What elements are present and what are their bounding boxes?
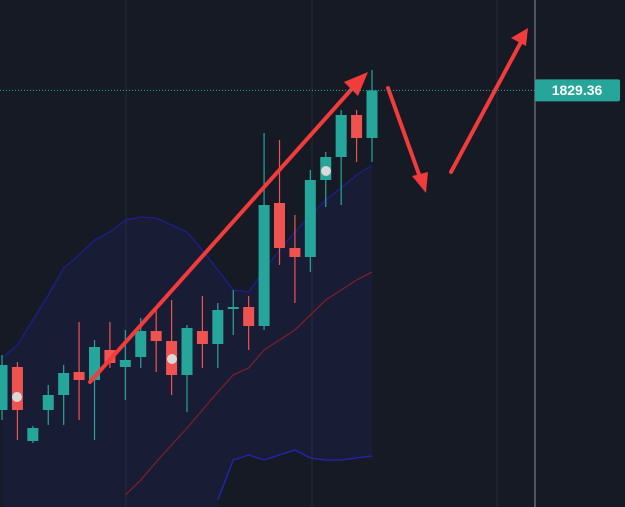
candle-body bbox=[227, 307, 239, 309]
band-line bbox=[124, 271, 373, 496]
marker bbox=[167, 354, 177, 364]
arrow-line bbox=[88, 80, 360, 384]
marker bbox=[321, 166, 331, 176]
arrow-line bbox=[386, 86, 423, 182]
candle-body bbox=[104, 350, 116, 363]
candle-body bbox=[181, 328, 193, 375]
price-line-group: 1829.36 bbox=[0, 79, 620, 102]
candle-body bbox=[58, 373, 70, 395]
price-label-box bbox=[535, 79, 620, 102]
candle-body bbox=[304, 180, 316, 257]
candle-body bbox=[212, 310, 224, 344]
candle-body bbox=[274, 203, 285, 248]
candle-body bbox=[89, 347, 100, 380]
candle-body bbox=[335, 115, 347, 157]
candle-body bbox=[119, 360, 131, 367]
candle-body bbox=[150, 331, 162, 341]
candle-body bbox=[73, 372, 85, 380]
arrow-head bbox=[344, 72, 368, 96]
marker bbox=[12, 392, 22, 402]
arrow-head bbox=[511, 28, 528, 46]
price-label: 1829.36 bbox=[552, 82, 603, 98]
overlay bbox=[12, 28, 528, 402]
candle-body bbox=[27, 428, 39, 441]
arrow-head bbox=[412, 172, 428, 193]
arrow-line bbox=[449, 40, 523, 174]
candle-body bbox=[135, 331, 147, 357]
candle-body bbox=[196, 331, 208, 344]
candle-body bbox=[289, 248, 301, 257]
candle-body bbox=[366, 90, 378, 138]
candle-body bbox=[258, 205, 270, 326]
candle-body bbox=[0, 365, 8, 410]
annotation-arrows bbox=[88, 28, 528, 384]
candle-body bbox=[243, 307, 255, 326]
candle-body bbox=[351, 115, 363, 138]
candle-body bbox=[42, 395, 54, 410]
candle-body bbox=[11, 367, 23, 410]
band-line bbox=[217, 449, 373, 501]
